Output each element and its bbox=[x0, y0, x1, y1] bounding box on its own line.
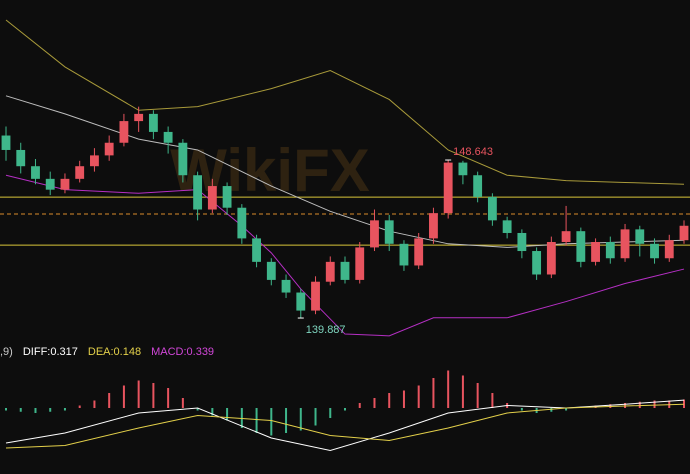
macd-bar bbox=[137, 380, 140, 408]
candle-body bbox=[679, 225, 689, 241]
macd-bar bbox=[285, 408, 288, 433]
candle-body bbox=[311, 281, 320, 311]
candle-body bbox=[650, 243, 659, 259]
candle-body bbox=[355, 247, 365, 280]
macd-bar bbox=[417, 385, 420, 408]
macd-bar bbox=[344, 408, 346, 411]
candle-body bbox=[443, 162, 453, 214]
macd-bar bbox=[491, 393, 494, 408]
candle-body bbox=[458, 162, 468, 176]
candle-body bbox=[252, 238, 261, 262]
macd-bar bbox=[329, 408, 332, 418]
candle-body bbox=[45, 178, 55, 190]
annotation-label: 148.643 bbox=[453, 146, 493, 158]
macd-bar bbox=[181, 398, 184, 408]
candle-body bbox=[266, 261, 276, 280]
candle-body bbox=[384, 220, 394, 244]
macd-bar bbox=[34, 408, 37, 413]
macd-bar bbox=[122, 385, 125, 408]
candle-body bbox=[517, 232, 527, 252]
macd-header: DEA:0.148 bbox=[88, 346, 141, 358]
band-line bbox=[5, 19, 685, 185]
candle-body bbox=[104, 142, 114, 156]
macd-bar bbox=[373, 398, 376, 408]
candle-body bbox=[546, 242, 556, 275]
candle-body bbox=[163, 131, 173, 143]
candle-body bbox=[399, 243, 409, 266]
candle-body bbox=[429, 213, 438, 239]
macd-bar bbox=[255, 408, 258, 433]
macd-bar bbox=[314, 408, 317, 426]
candle-body bbox=[605, 242, 615, 259]
macd-bar bbox=[432, 378, 435, 408]
macd-bar bbox=[638, 401, 641, 408]
candle-body bbox=[134, 113, 144, 122]
macd-bar bbox=[683, 399, 685, 408]
macd-bar bbox=[5, 408, 7, 411]
macd-bar bbox=[299, 408, 302, 431]
macd-header: ,9) bbox=[0, 346, 13, 358]
candle-body bbox=[664, 240, 674, 259]
macd-bar bbox=[550, 408, 553, 412]
candle-body bbox=[414, 238, 424, 266]
macd-bar bbox=[19, 408, 22, 412]
macd-header: MACD:0.339 bbox=[151, 346, 214, 358]
candle-body bbox=[222, 186, 232, 208]
candle-body bbox=[16, 149, 26, 167]
macd-bar bbox=[447, 370, 450, 408]
macd-bar bbox=[211, 408, 214, 416]
macd-bar bbox=[49, 408, 52, 412]
macd-bar bbox=[476, 383, 479, 408]
candle-body bbox=[1, 135, 11, 150]
candle-body bbox=[193, 175, 203, 210]
macd-bar bbox=[108, 393, 111, 408]
candle-body bbox=[31, 166, 40, 179]
macd-bar bbox=[270, 408, 273, 436]
macd-header: DIFF:0.317 bbox=[23, 346, 78, 358]
candle-body bbox=[296, 292, 306, 311]
macd-bar bbox=[78, 405, 81, 408]
macd-bar bbox=[226, 408, 229, 421]
candle-body bbox=[325, 261, 335, 282]
macd-line bbox=[5, 403, 685, 449]
candle-body bbox=[487, 196, 497, 221]
candle-body bbox=[370, 220, 379, 248]
macd-bar bbox=[388, 393, 391, 408]
watermark: WikiFX bbox=[170, 137, 369, 204]
macd-bar bbox=[63, 408, 66, 411]
macd-bar bbox=[461, 375, 464, 408]
macd-bar bbox=[152, 383, 155, 408]
candle-body bbox=[237, 207, 247, 239]
candle-body bbox=[532, 251, 542, 275]
macd-bar bbox=[402, 390, 405, 408]
candle-body bbox=[281, 279, 291, 293]
candle-body bbox=[620, 229, 630, 259]
macd-bar bbox=[653, 400, 656, 408]
macd-bar bbox=[196, 408, 199, 411]
macd-bar bbox=[93, 400, 96, 408]
candle-body bbox=[207, 186, 217, 210]
candle-body bbox=[576, 231, 586, 262]
macd-bar bbox=[565, 408, 568, 411]
candle-body bbox=[75, 166, 85, 179]
candle-body bbox=[502, 220, 512, 233]
candle-body bbox=[60, 178, 70, 190]
macd-bar bbox=[167, 388, 170, 408]
macd-bar bbox=[520, 408, 523, 411]
candle-body bbox=[178, 142, 188, 176]
candle-body bbox=[148, 113, 158, 132]
candle-body bbox=[635, 229, 645, 244]
macd-bar bbox=[358, 403, 361, 408]
candle-body bbox=[90, 155, 99, 167]
candle-body bbox=[340, 261, 350, 280]
candle-body bbox=[119, 121, 129, 143]
candle-body bbox=[561, 231, 571, 243]
annotation-label: 139.887 bbox=[306, 324, 346, 336]
band-line bbox=[5, 174, 685, 337]
candle-body bbox=[591, 242, 600, 262]
candle-body bbox=[473, 175, 483, 197]
